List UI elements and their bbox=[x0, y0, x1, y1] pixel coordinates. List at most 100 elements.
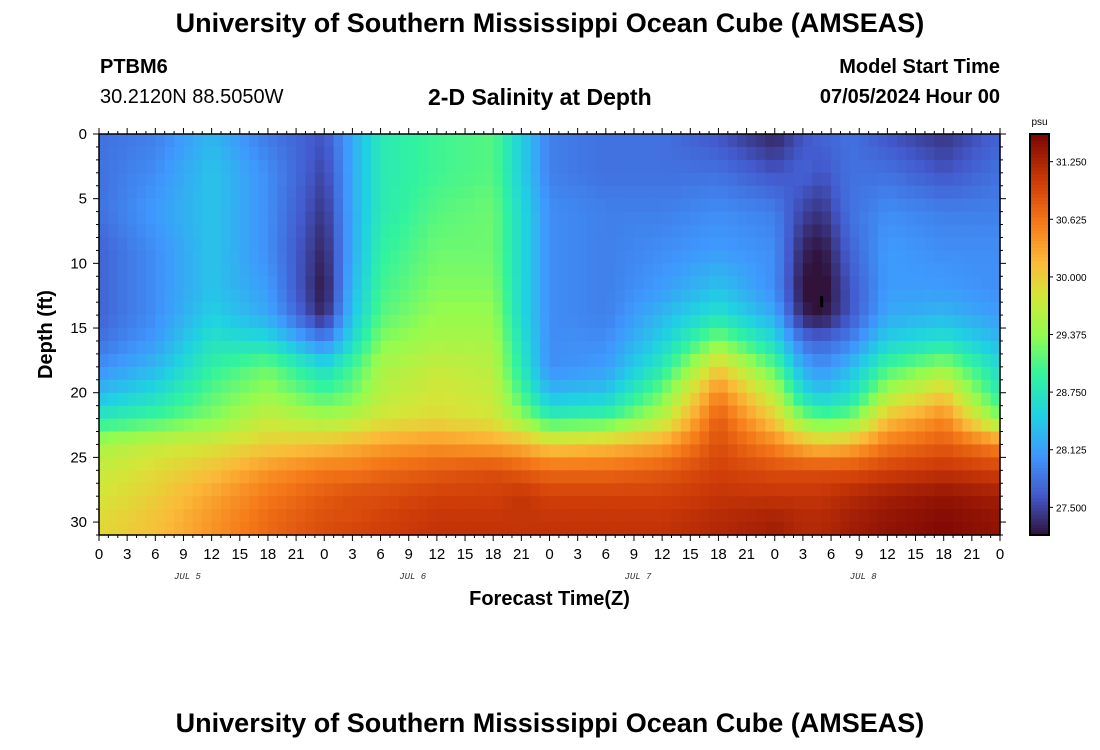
heatmap-cell bbox=[812, 159, 823, 174]
heatmap-cell bbox=[718, 172, 729, 187]
heatmap-cell bbox=[183, 159, 194, 174]
heatmap-cell bbox=[558, 250, 569, 264]
heatmap-cell bbox=[821, 315, 832, 329]
colorbar-tick-label: 28.750 bbox=[1056, 388, 1087, 399]
heatmap-cell bbox=[436, 276, 447, 290]
colorbar-segment bbox=[1030, 331, 1049, 336]
heatmap-cell bbox=[436, 302, 447, 316]
heatmap-cell bbox=[174, 263, 185, 277]
heatmap-cell bbox=[755, 444, 766, 458]
heatmap-cell bbox=[906, 418, 917, 433]
heatmap-cell bbox=[812, 392, 823, 407]
heatmap-cell bbox=[624, 366, 635, 381]
heatmap-cell bbox=[296, 211, 307, 226]
heatmap-cell bbox=[699, 431, 710, 446]
colorbar-segment bbox=[1030, 267, 1049, 272]
heatmap-cell bbox=[221, 134, 231, 148]
heatmap-cell bbox=[671, 444, 682, 458]
x-tick-label: 6 bbox=[602, 546, 610, 563]
heatmap-cell bbox=[117, 405, 128, 420]
heatmap-cell bbox=[680, 405, 691, 420]
heatmap-cell bbox=[239, 496, 250, 510]
heatmap-cell bbox=[239, 159, 250, 174]
heatmap-cell bbox=[943, 405, 954, 420]
colorbar-segment bbox=[1030, 421, 1049, 426]
heatmap-cell bbox=[249, 146, 260, 161]
heatmap-cell bbox=[990, 340, 1001, 355]
heatmap-cell bbox=[202, 444, 213, 458]
heatmap-cell bbox=[915, 185, 926, 200]
heatmap-cell bbox=[831, 470, 842, 484]
heatmap-cell bbox=[643, 315, 654, 329]
heatmap-cell bbox=[324, 496, 335, 510]
heatmap-cell bbox=[352, 134, 363, 148]
colorbar-segment bbox=[1030, 458, 1049, 463]
heatmap-cell bbox=[643, 405, 654, 420]
heatmap-cell bbox=[887, 224, 898, 239]
colorbar-segment bbox=[1030, 471, 1049, 476]
colorbar-segment bbox=[1030, 461, 1049, 466]
heatmap-cell bbox=[568, 328, 579, 342]
heatmap-cell bbox=[239, 392, 250, 407]
heatmap-cell bbox=[943, 172, 954, 187]
heatmap-cell bbox=[671, 159, 682, 174]
heatmap-cell bbox=[145, 379, 156, 394]
heatmap-cell bbox=[652, 185, 663, 200]
heatmap-cell bbox=[145, 457, 156, 471]
heatmap-cell bbox=[699, 405, 710, 420]
heatmap-cell bbox=[230, 315, 241, 329]
heatmap-cell bbox=[249, 353, 260, 368]
heatmap-cell bbox=[802, 392, 813, 407]
heatmap-cell bbox=[549, 444, 560, 458]
heatmap-cell bbox=[493, 250, 504, 264]
heatmap-cell bbox=[127, 250, 138, 264]
heatmap-cell bbox=[314, 134, 325, 148]
heatmap-cell bbox=[483, 185, 494, 200]
heatmap-cell bbox=[680, 444, 691, 458]
heatmap-cell bbox=[258, 405, 269, 420]
heatmap-cell bbox=[990, 496, 1001, 510]
heatmap-cell bbox=[962, 470, 973, 484]
heatmap-cell bbox=[455, 522, 466, 536]
heatmap-cell bbox=[568, 444, 579, 458]
heatmap-cell bbox=[249, 328, 260, 342]
heatmap-cell bbox=[587, 379, 598, 394]
heatmap-cell bbox=[906, 379, 917, 394]
heatmap-cell bbox=[680, 263, 691, 277]
heatmap-cell bbox=[371, 431, 382, 446]
heatmap-cell bbox=[840, 276, 851, 290]
heatmap-cell bbox=[615, 185, 626, 200]
heatmap-cell bbox=[906, 276, 917, 290]
heatmap-cell bbox=[418, 470, 429, 484]
heatmap-cell bbox=[727, 457, 738, 471]
heatmap-cell bbox=[408, 302, 419, 316]
heatmap-cell bbox=[849, 198, 860, 213]
heatmap-cell bbox=[577, 431, 588, 446]
heatmap-cell bbox=[727, 315, 738, 329]
heatmap-cell bbox=[296, 302, 307, 316]
heatmap-cell bbox=[380, 483, 391, 497]
heatmap-cell bbox=[755, 250, 766, 264]
colorbar-segment bbox=[1030, 207, 1049, 212]
heatmap-cell bbox=[896, 211, 907, 226]
heatmap-cell bbox=[812, 366, 823, 381]
heatmap-cell bbox=[587, 392, 598, 407]
heatmap-cell bbox=[427, 405, 438, 420]
heatmap-cell bbox=[812, 483, 823, 497]
heatmap-cell bbox=[352, 483, 363, 497]
heatmap-cell bbox=[924, 444, 935, 458]
heatmap-cell bbox=[774, 328, 785, 342]
heatmap-cell bbox=[380, 470, 391, 484]
heatmap-cell bbox=[258, 185, 269, 200]
heatmap-cell bbox=[352, 522, 363, 536]
heatmap-cell bbox=[333, 276, 344, 290]
heatmap-cell bbox=[399, 198, 410, 213]
heatmap-cell bbox=[314, 328, 325, 342]
heatmap-cell bbox=[662, 134, 673, 148]
heatmap-cell bbox=[117, 444, 128, 458]
heatmap-cell bbox=[446, 470, 457, 484]
heatmap-cell bbox=[155, 302, 166, 316]
heatmap-cell bbox=[633, 379, 644, 394]
x-tick-label: 21 bbox=[288, 546, 305, 563]
heatmap-cell bbox=[718, 237, 729, 252]
